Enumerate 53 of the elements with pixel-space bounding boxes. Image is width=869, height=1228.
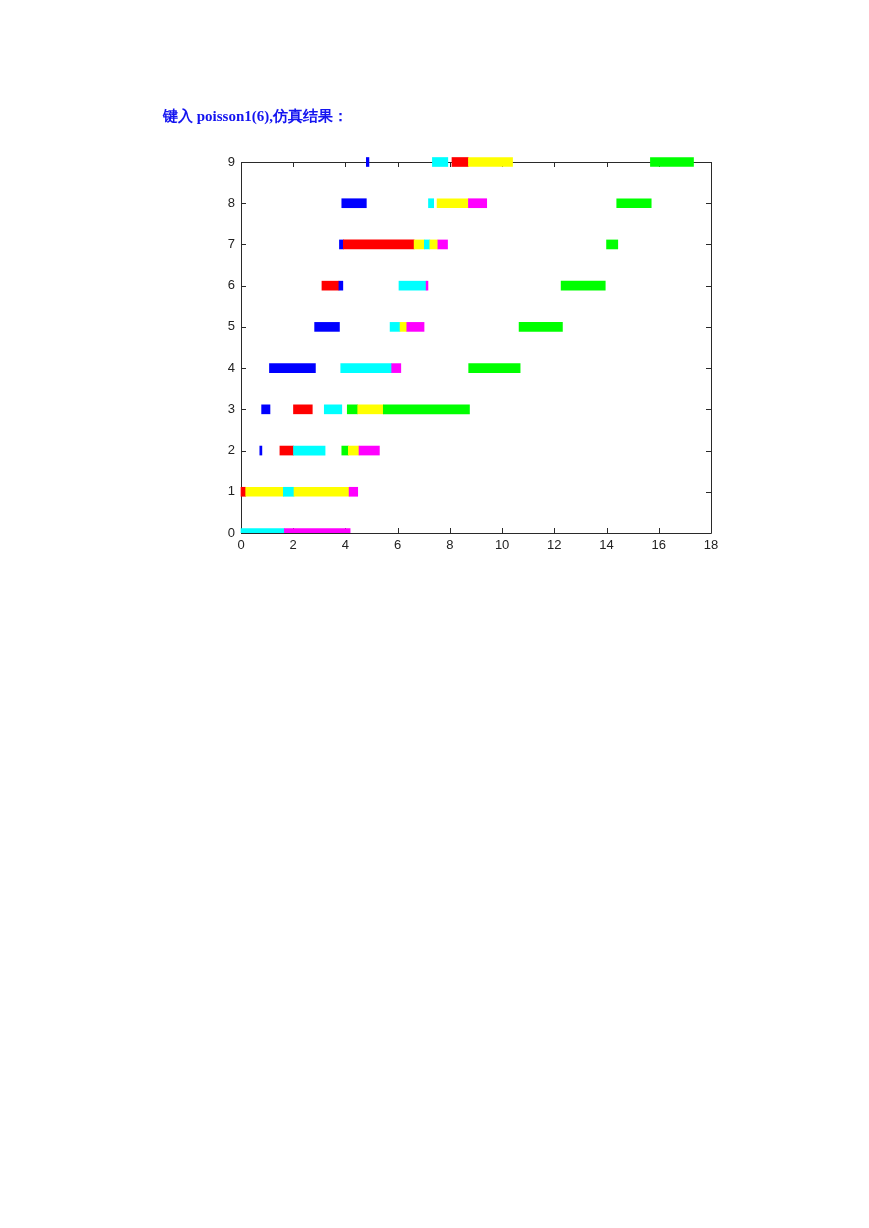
bar [606,239,619,250]
bar [616,198,652,209]
x-tick-label: 12 [547,537,562,553]
x-tick-label: 0 [237,537,245,553]
bar [451,157,469,167]
chart-title: 键入 poisson1(6),仿真结果： [163,107,349,126]
y-tick-label: 6 [227,277,235,293]
bar [432,157,449,167]
bar [436,198,469,209]
bar [261,404,271,415]
bar [560,280,606,291]
bar [650,157,694,167]
bar [468,157,513,167]
x-tick-label: 2 [289,537,297,553]
bar [343,239,415,250]
bar [518,322,563,332]
x-tick-label: 4 [341,537,350,553]
bar [314,322,340,332]
bar [358,445,380,456]
bar [293,445,326,456]
bar [293,486,350,497]
bar [340,363,392,373]
y-tick-label: 0 [227,524,235,540]
x-tick-label: 18 [703,537,719,553]
y-tick-label: 4 [227,359,235,375]
bar [398,280,427,291]
bar [269,363,316,373]
bar [389,322,401,332]
y-tick-label: 3 [227,400,235,416]
bar [293,404,313,415]
y-tick-label: 7 [227,236,235,252]
y-tick-label: 5 [227,318,235,334]
bar [366,157,370,167]
y-tick-label: 9 [227,153,235,169]
bar [429,239,439,250]
bar [347,445,360,456]
bar [259,445,263,456]
bar [341,198,367,209]
bar [245,486,284,497]
x-tick-label: 14 [599,537,614,553]
bar [323,404,343,415]
y-tick-label: 1 [227,483,235,499]
y-tick-label: 8 [227,194,235,210]
bar [357,404,384,415]
bar [437,239,448,250]
x-tick-label: 16 [651,537,667,553]
x-tick-label: 6 [394,537,402,553]
bar [321,280,340,291]
bar [428,198,435,209]
x-tick-label: 10 [494,537,510,553]
x-tick-label: 8 [446,537,454,553]
bar [282,486,295,497]
y-tick-label: 2 [227,442,235,458]
